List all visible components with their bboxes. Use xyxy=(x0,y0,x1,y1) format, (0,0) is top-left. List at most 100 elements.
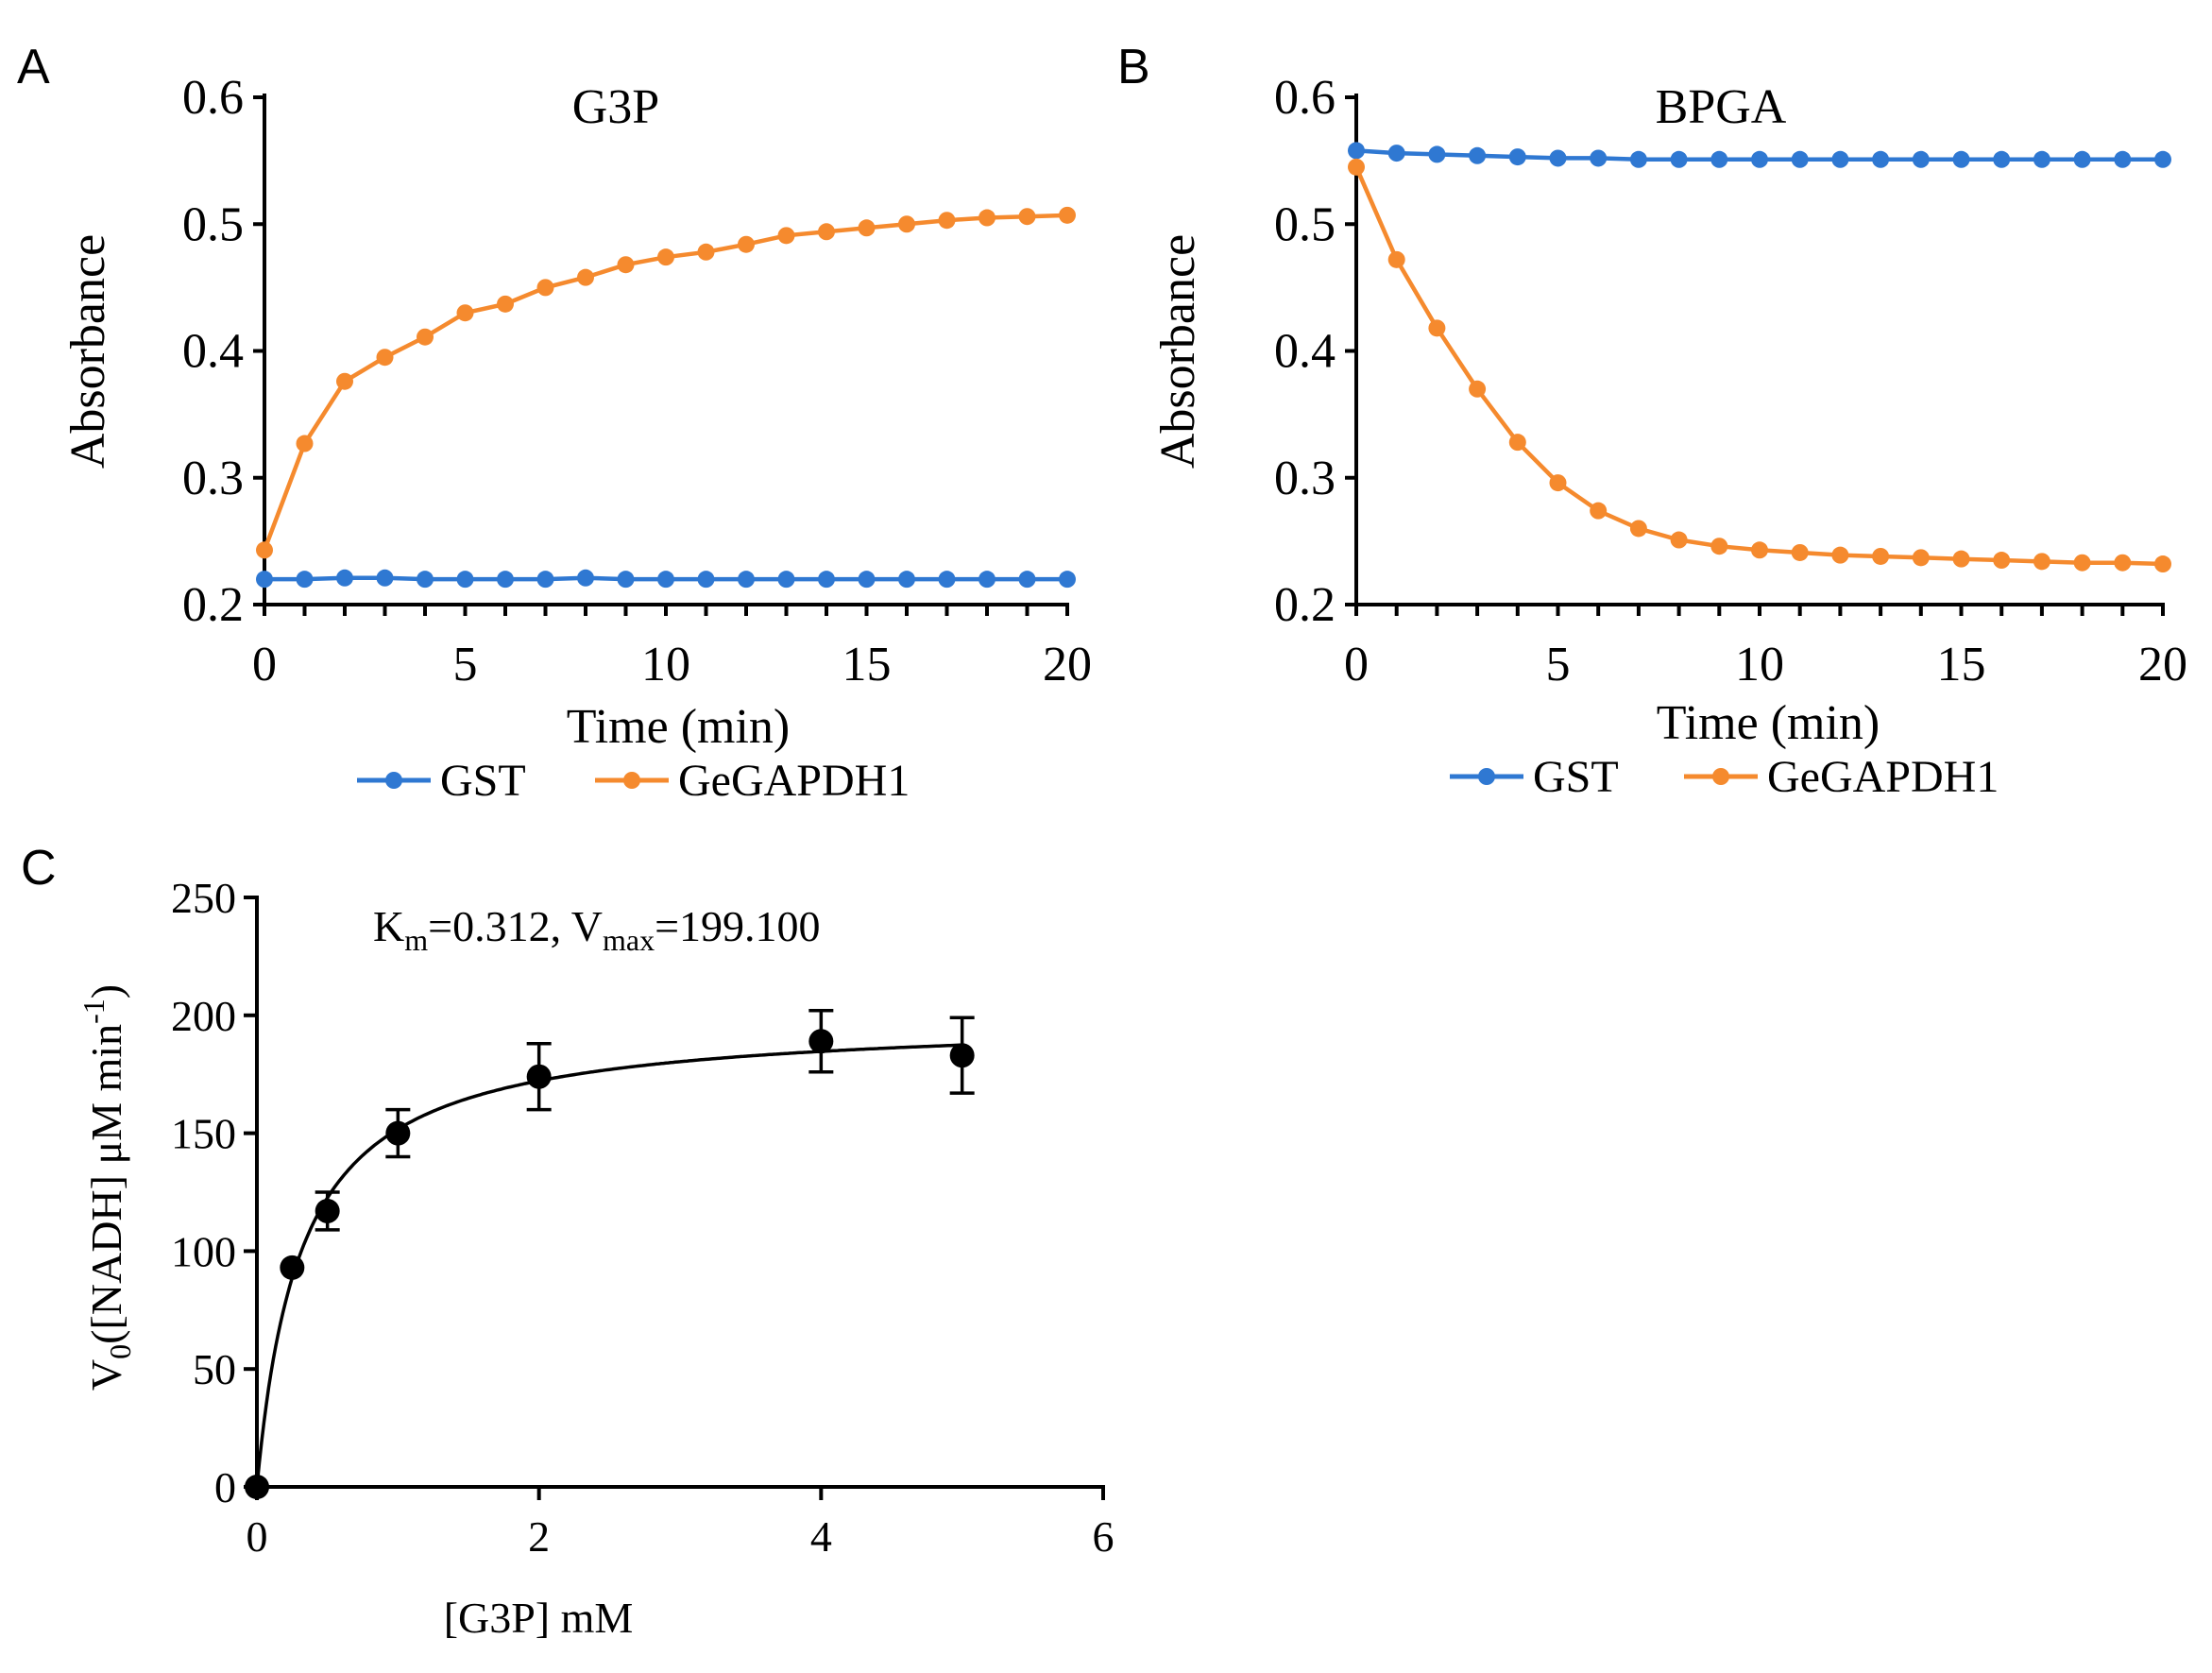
panel-b-y-tick-label: 0.5 xyxy=(1274,197,1336,251)
panel-b-gegapdh1-point xyxy=(1428,319,1446,337)
panel-b-gst-point xyxy=(1590,149,1608,167)
panel-a-gegapdh1-point xyxy=(777,227,795,245)
panel-b-gegapdh1-point xyxy=(1387,250,1405,268)
panel-a-x-tick-label: 5 xyxy=(453,638,478,691)
panel-b-title: BPGA xyxy=(1656,80,1787,134)
panel-a-gegapdh1-point xyxy=(577,268,594,286)
panel-b-y-tick-label: 0.6 xyxy=(1274,71,1336,125)
data-point xyxy=(280,1255,305,1280)
km-subscript: m xyxy=(404,923,428,957)
panel-b-gst-point xyxy=(1629,150,1647,168)
data-point xyxy=(949,1043,975,1068)
panel-a-gst-point xyxy=(697,571,715,589)
panel-b-gst-point xyxy=(1831,150,1849,168)
panel-a-legend: GST GeGAPDH1 xyxy=(357,756,910,806)
panel-b-gegapdh1-point xyxy=(1912,549,1930,567)
panel-a-gegapdh1-point xyxy=(336,372,353,390)
panel-b-gegapdh1-point xyxy=(1710,538,1728,555)
panel-b-gst-point xyxy=(1952,150,1970,168)
km-symbol: K xyxy=(373,902,404,950)
panel-b-gst-point xyxy=(1710,150,1728,168)
panel-a-gst-point xyxy=(456,571,474,589)
y-label-subscript: 0 xyxy=(103,1344,137,1359)
panel-a-gst-point xyxy=(777,571,795,589)
panel-a-gst-point xyxy=(657,571,674,589)
panel-a-gegapdh1-point xyxy=(858,219,876,237)
panel-a-gegapdh1-point xyxy=(296,435,314,452)
panel-a-gst-point xyxy=(417,571,434,589)
panel-b-gegapdh1-point xyxy=(1590,502,1608,520)
data-point xyxy=(245,1475,269,1499)
panel-a-title: G3P xyxy=(572,80,659,134)
panel-a-gegapdh1-point xyxy=(978,209,995,227)
panel-a-gst-point xyxy=(978,571,995,589)
panel-b-y-tick-label: 0.3 xyxy=(1274,452,1336,505)
vmax-subscript: max xyxy=(603,923,655,957)
legend-gst-label: GST xyxy=(1533,752,1619,802)
panel-c-y-tick-label: 200 xyxy=(171,992,236,1040)
panel-b-gst-point xyxy=(1428,145,1446,163)
panel-a-y-axis-label: Absorbance xyxy=(61,234,115,469)
panel-c-y-tick-label: 150 xyxy=(171,1110,236,1158)
panel-a-gst-point xyxy=(898,571,915,589)
panel-a-gst-point xyxy=(256,571,273,589)
legend-gegapdh1-label: GeGAPDH1 xyxy=(1767,752,1999,802)
panel-c-y-tick-label: 100 xyxy=(171,1227,236,1275)
panel-c-x-tick-label: 2 xyxy=(528,1512,550,1561)
panel-c-y-axis-label: V0([NADH] μM min-1) xyxy=(77,984,137,1391)
panel-b-gegapdh1-point xyxy=(1952,550,1970,568)
panel-label-c: C xyxy=(21,841,57,896)
panel-b-gegapdh1-point xyxy=(1469,380,1487,398)
panel-b-gst-point xyxy=(2033,150,2050,168)
panel-b-gst-point xyxy=(2154,150,2171,168)
panel-a-y-tick-label: 0.4 xyxy=(182,325,244,379)
panel-c-y-tick-label: 50 xyxy=(193,1345,236,1393)
michaelis-menten-fit-curve xyxy=(255,1043,962,1488)
panel-a-gst-point xyxy=(818,571,835,589)
panel-a-gegapdh1-point xyxy=(697,243,715,261)
panel-a-gst-point xyxy=(1018,571,1036,589)
legend-gst-marker xyxy=(1478,768,1495,785)
panel-b-chart: BPGA Absorbance Time (min) GST GeGAPDH1 … xyxy=(1151,71,2187,802)
panel-c-chart: Km=0.312, Vmax=199.100 V0([NADH] μM min-… xyxy=(77,874,1115,1642)
data-point xyxy=(808,1029,834,1054)
legend-gegapdh1-label: GeGAPDH1 xyxy=(678,756,910,806)
panel-c-x-tick-label: 6 xyxy=(1093,1512,1115,1561)
panel-c-y-tick-label: 0 xyxy=(214,1463,236,1511)
panel-a-gst-point xyxy=(858,571,876,589)
panel-b-gegapdh1-point xyxy=(1872,547,1890,565)
y-label-superscript: -1 xyxy=(77,999,111,1024)
panel-b-gst-point xyxy=(1670,150,1688,168)
legend-gst-marker xyxy=(385,772,402,789)
panel-a-gst-point xyxy=(617,571,635,589)
panel-a-chart: G3P Absorbance Time (min) GST GeGAPDH1 0… xyxy=(61,71,1092,806)
panel-b-gst-point xyxy=(2114,150,2132,168)
panel-a-gst-point xyxy=(738,571,755,589)
panel-label-a: A xyxy=(17,40,50,94)
panel-b-x-tick-label: 0 xyxy=(1344,638,1369,691)
panel-a-gegapdh1-point xyxy=(497,295,514,313)
panel-a-gegapdh1-point xyxy=(1059,206,1076,224)
panel-a-gst-point xyxy=(296,571,314,589)
panel-b-gegapdh1-point xyxy=(1629,520,1647,538)
panel-b-gegapdh1-line xyxy=(1353,165,2164,567)
panel-a-gst-point xyxy=(336,569,353,587)
data-point xyxy=(385,1120,411,1146)
panel-b-x-axis-label: Time (min) xyxy=(1657,696,1880,750)
panel-c-x-tick-label: 0 xyxy=(247,1512,268,1561)
panel-b-x-tick-label: 5 xyxy=(1546,638,1571,691)
panel-a-gegapdh1-point xyxy=(617,256,635,274)
vmax-value: =199.100 xyxy=(655,902,820,950)
panel-c-x-axis-label: [G3P] mM xyxy=(444,1594,634,1642)
panel-b-gst-point xyxy=(1469,146,1487,164)
panel-a-x-tick-label: 15 xyxy=(842,638,892,691)
panel-b-y-axis-label: Absorbance xyxy=(1151,234,1205,469)
panel-b-gst-point xyxy=(1508,148,1526,166)
panel-b-gegapdh1-point xyxy=(1751,541,1768,559)
panel-a-gst-point xyxy=(938,571,956,589)
panel-b-gegapdh1-point xyxy=(1508,434,1526,452)
panel-b-gegapdh1-point xyxy=(2073,554,2091,572)
y-label-body: ([NADH] μM min xyxy=(82,1024,130,1344)
panel-a-gegapdh1-point xyxy=(256,541,273,559)
panel-a-gst-point xyxy=(376,569,394,587)
